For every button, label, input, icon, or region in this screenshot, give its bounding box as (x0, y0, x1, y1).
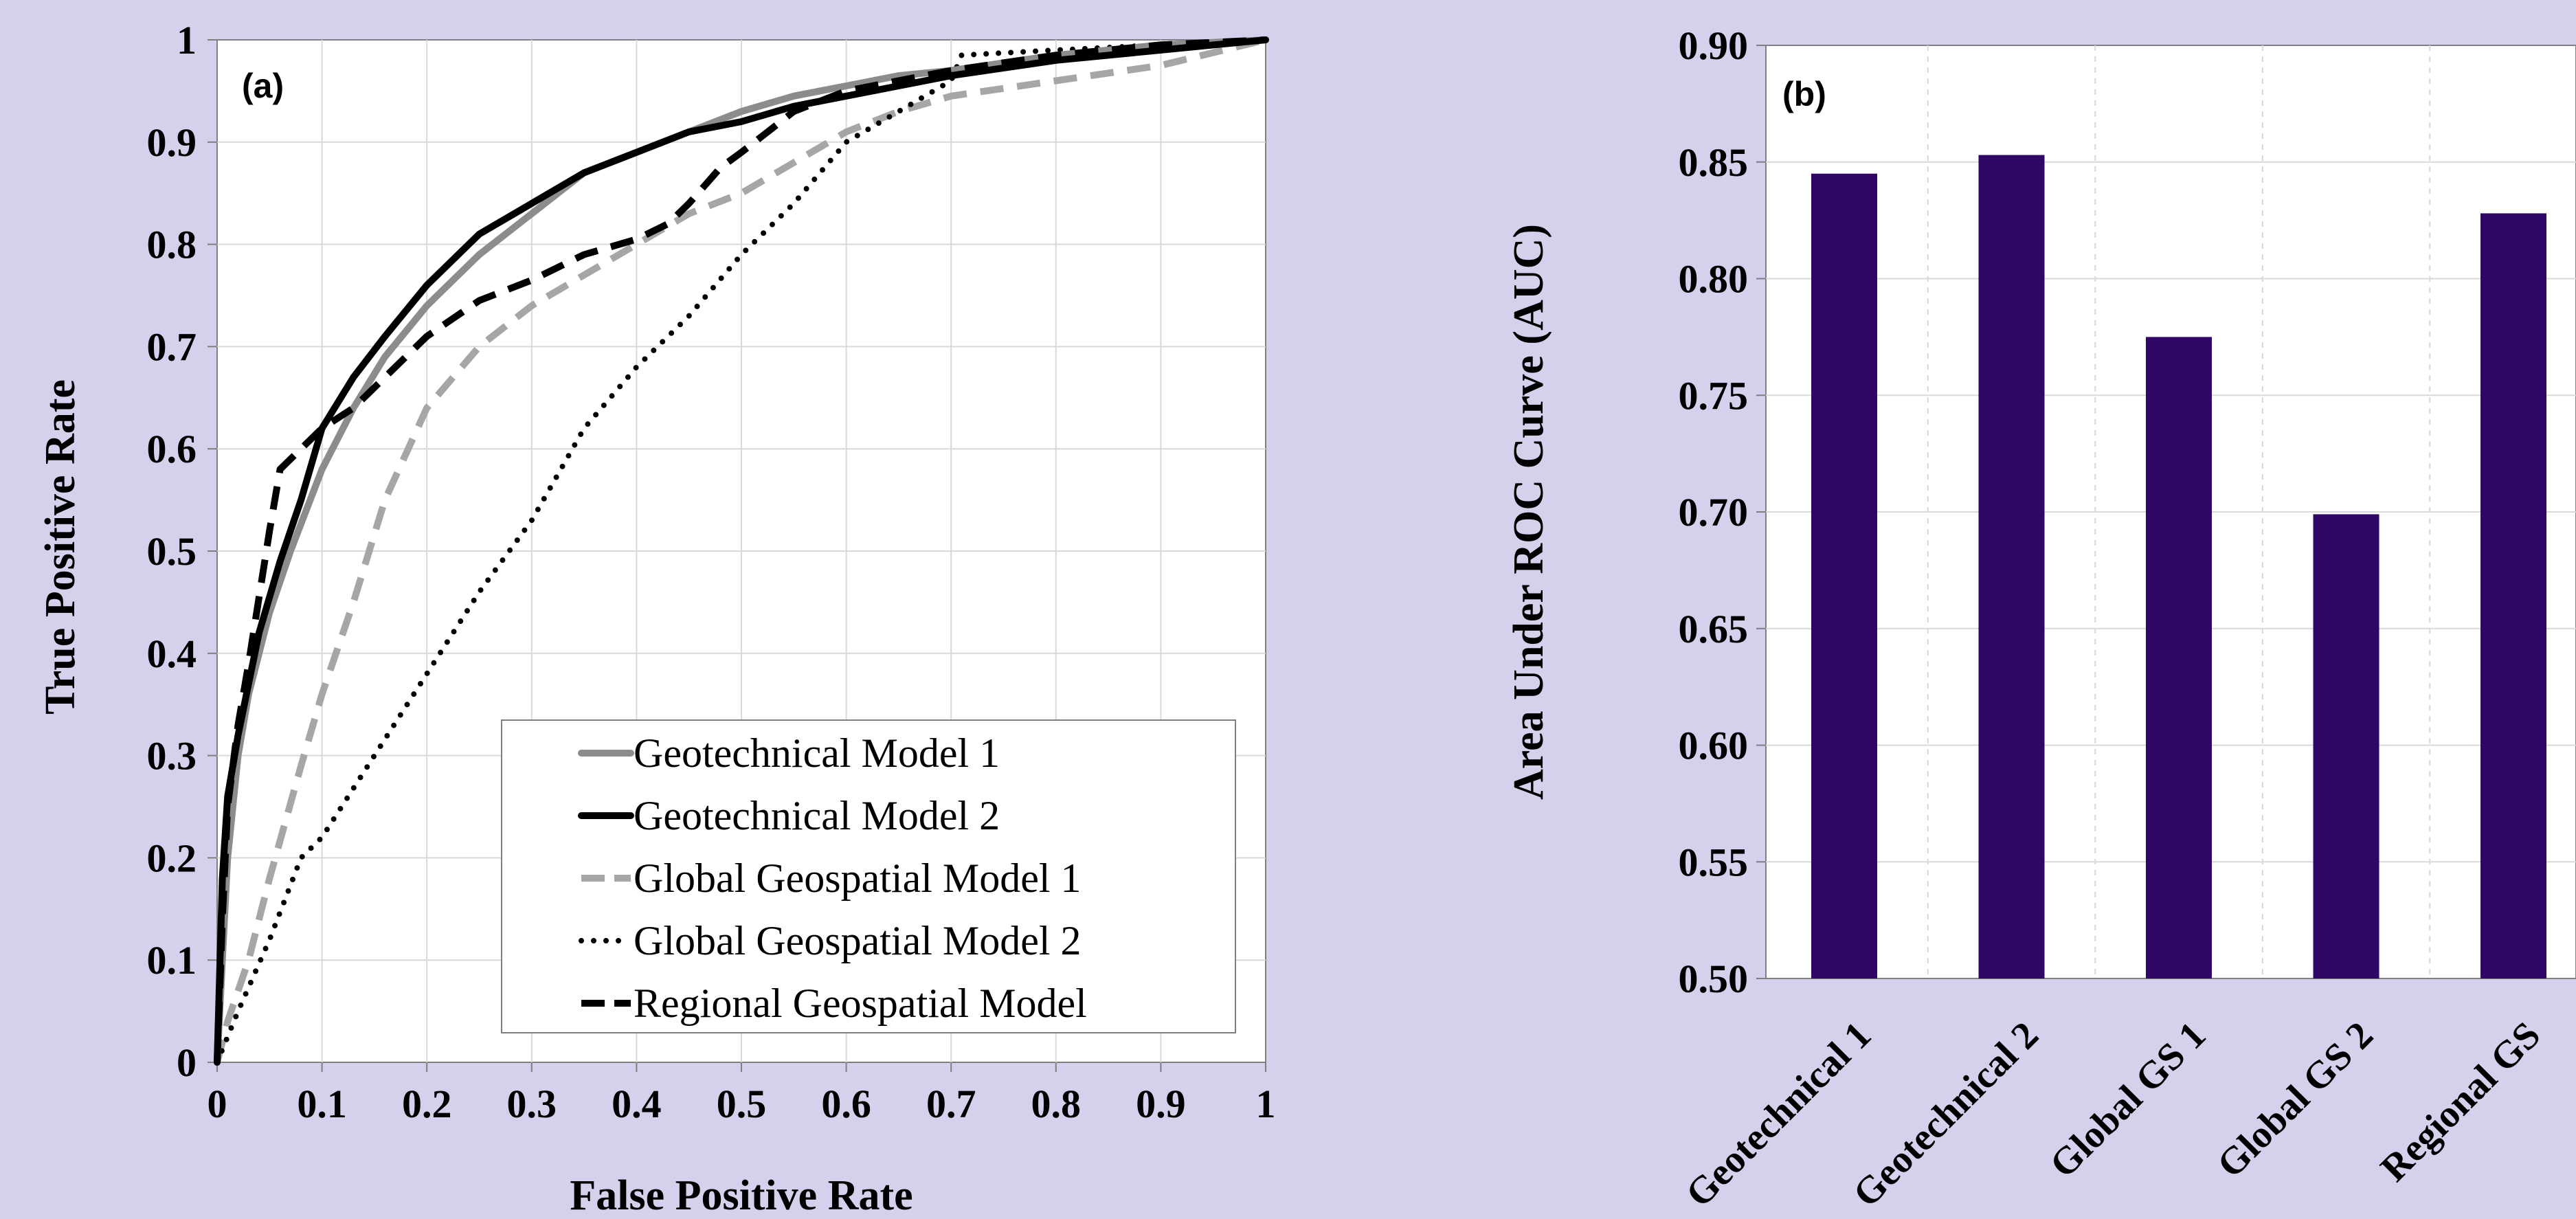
roc-y-tick-label: 0.8 (147, 223, 197, 267)
roc-x-tick-label: 0.1 (297, 1082, 347, 1126)
legend-label-geotechnical-model-1: Geotechnical Model 1 (634, 730, 1000, 776)
auc-y-tick-label: 0.55 (1679, 840, 1749, 884)
roc-series-lines (214, 36, 1269, 1066)
roc-y-tick-label: 0.4 (147, 631, 197, 676)
roc-chart-panel: 0 0.1 0.2 0.3 0.4 0.5 0.6 0.7 0.8 0.9 1 0 0.1 0.2 0.3… (37, 18, 1276, 1219)
roc-line-geotechnical-model-1 (214, 36, 1269, 1066)
auc-bar-regional-gs (2480, 213, 2546, 979)
auc-y-tick-label: 0.65 (1679, 607, 1749, 651)
auc-y-tick-label: 0.70 (1679, 490, 1749, 535)
auc-y-tick-label: 0.75 (1679, 373, 1749, 418)
auc-bar-global-gs-2 (2313, 514, 2379, 978)
roc-line-global-geospatial-model-2 (214, 37, 1268, 1065)
roc-x-tick-label: 0.8 (1031, 1082, 1082, 1126)
roc-panel-label: (a) (242, 67, 284, 105)
roc-y-tick-label: 0.3 (147, 734, 197, 779)
roc-x-tick-label: 0 (208, 1082, 227, 1126)
roc-y-axis-label: True Positive Rate (37, 379, 84, 715)
roc-y-tick-label: 0.1 (147, 938, 197, 983)
auc-y-tick-label: 0.85 (1679, 140, 1749, 185)
roc-line-geotechnical-model-2 (214, 36, 1269, 1066)
auc-bar-geotechnical-2 (1978, 155, 2045, 979)
roc-y-tick-label: 1 (177, 18, 197, 63)
roc-x-tick-label: 0.4 (612, 1082, 662, 1126)
roc-y-tick-label: 0.9 (147, 120, 197, 165)
roc-legend: Geotechnical Model 1 Geotechnical Model 2… (501, 719, 1236, 1033)
roc-x-tick-label: 0.7 (926, 1082, 976, 1126)
roc-line-regional-geospatial-model (214, 36, 1266, 1063)
auc-y-tick-labels: 0.50 0.55 0.60 0.65 0.70 0.75 0.80 0.85 0.90 (1679, 23, 1749, 1001)
legend-label-regional-geospatial-model: Regional Geospatial Model (634, 981, 1087, 1026)
roc-x-tick-label: 0.3 (507, 1082, 557, 1126)
roc-line-global-geospatial-model-1 (214, 36, 1267, 1064)
roc-x-tick-label: 0.2 (402, 1082, 452, 1126)
roc-x-tick-labels: 0 0.1 0.2 0.3 0.4 0.5 0.6 0.7 0.8 0.9 1 (208, 1082, 1276, 1126)
legend-label-geotechnical-model-2: Geotechnical Model 2 (634, 793, 1000, 838)
auc-bar-global-gs-1 (2146, 337, 2212, 978)
auc-bars (1811, 155, 2546, 979)
roc-x-tick-label: 0.9 (1136, 1082, 1186, 1126)
auc-y-axis-label: Area Under ROC Curve (AUC) (1505, 224, 1552, 800)
roc-y-tick-label: 0.2 (147, 836, 197, 880)
roc-y-tick-label: 0.7 (147, 324, 197, 369)
roc-y-tick-label: 0 (177, 1040, 197, 1085)
auc-y-tick-label: 0.90 (1679, 23, 1749, 68)
roc-x-tick-label: 0.6 (821, 1082, 871, 1126)
auc-bar-geotechnical-1 (1811, 173, 1877, 979)
auc-panel-label: (b) (1782, 75, 1826, 113)
roc-y-tick-label: 0.6 (147, 427, 197, 471)
roc-y-tick-label: 0.5 (147, 529, 197, 574)
roc-x-axis-label: False Positive Rate (570, 1172, 912, 1219)
roc-x-tick-label: 1 (1256, 1082, 1276, 1126)
roc-y-tick-labels: 0 0.1 0.2 0.3 0.4 0.5 0.6 0.7 0.8 0.9 1 (147, 18, 197, 1085)
auc-y-tick-label: 0.50 (1679, 957, 1749, 1001)
auc-y-tick-label: 0.60 (1679, 724, 1749, 768)
roc-x-tick-label: 0.5 (717, 1082, 767, 1126)
legend-label-global-geospatial-model-2: Global Geospatial Model 2 (634, 918, 1082, 963)
legend-label-global-geospatial-model-1: Global Geospatial Model 1 (634, 855, 1082, 901)
auc-y-tick-label: 0.80 (1679, 257, 1749, 302)
